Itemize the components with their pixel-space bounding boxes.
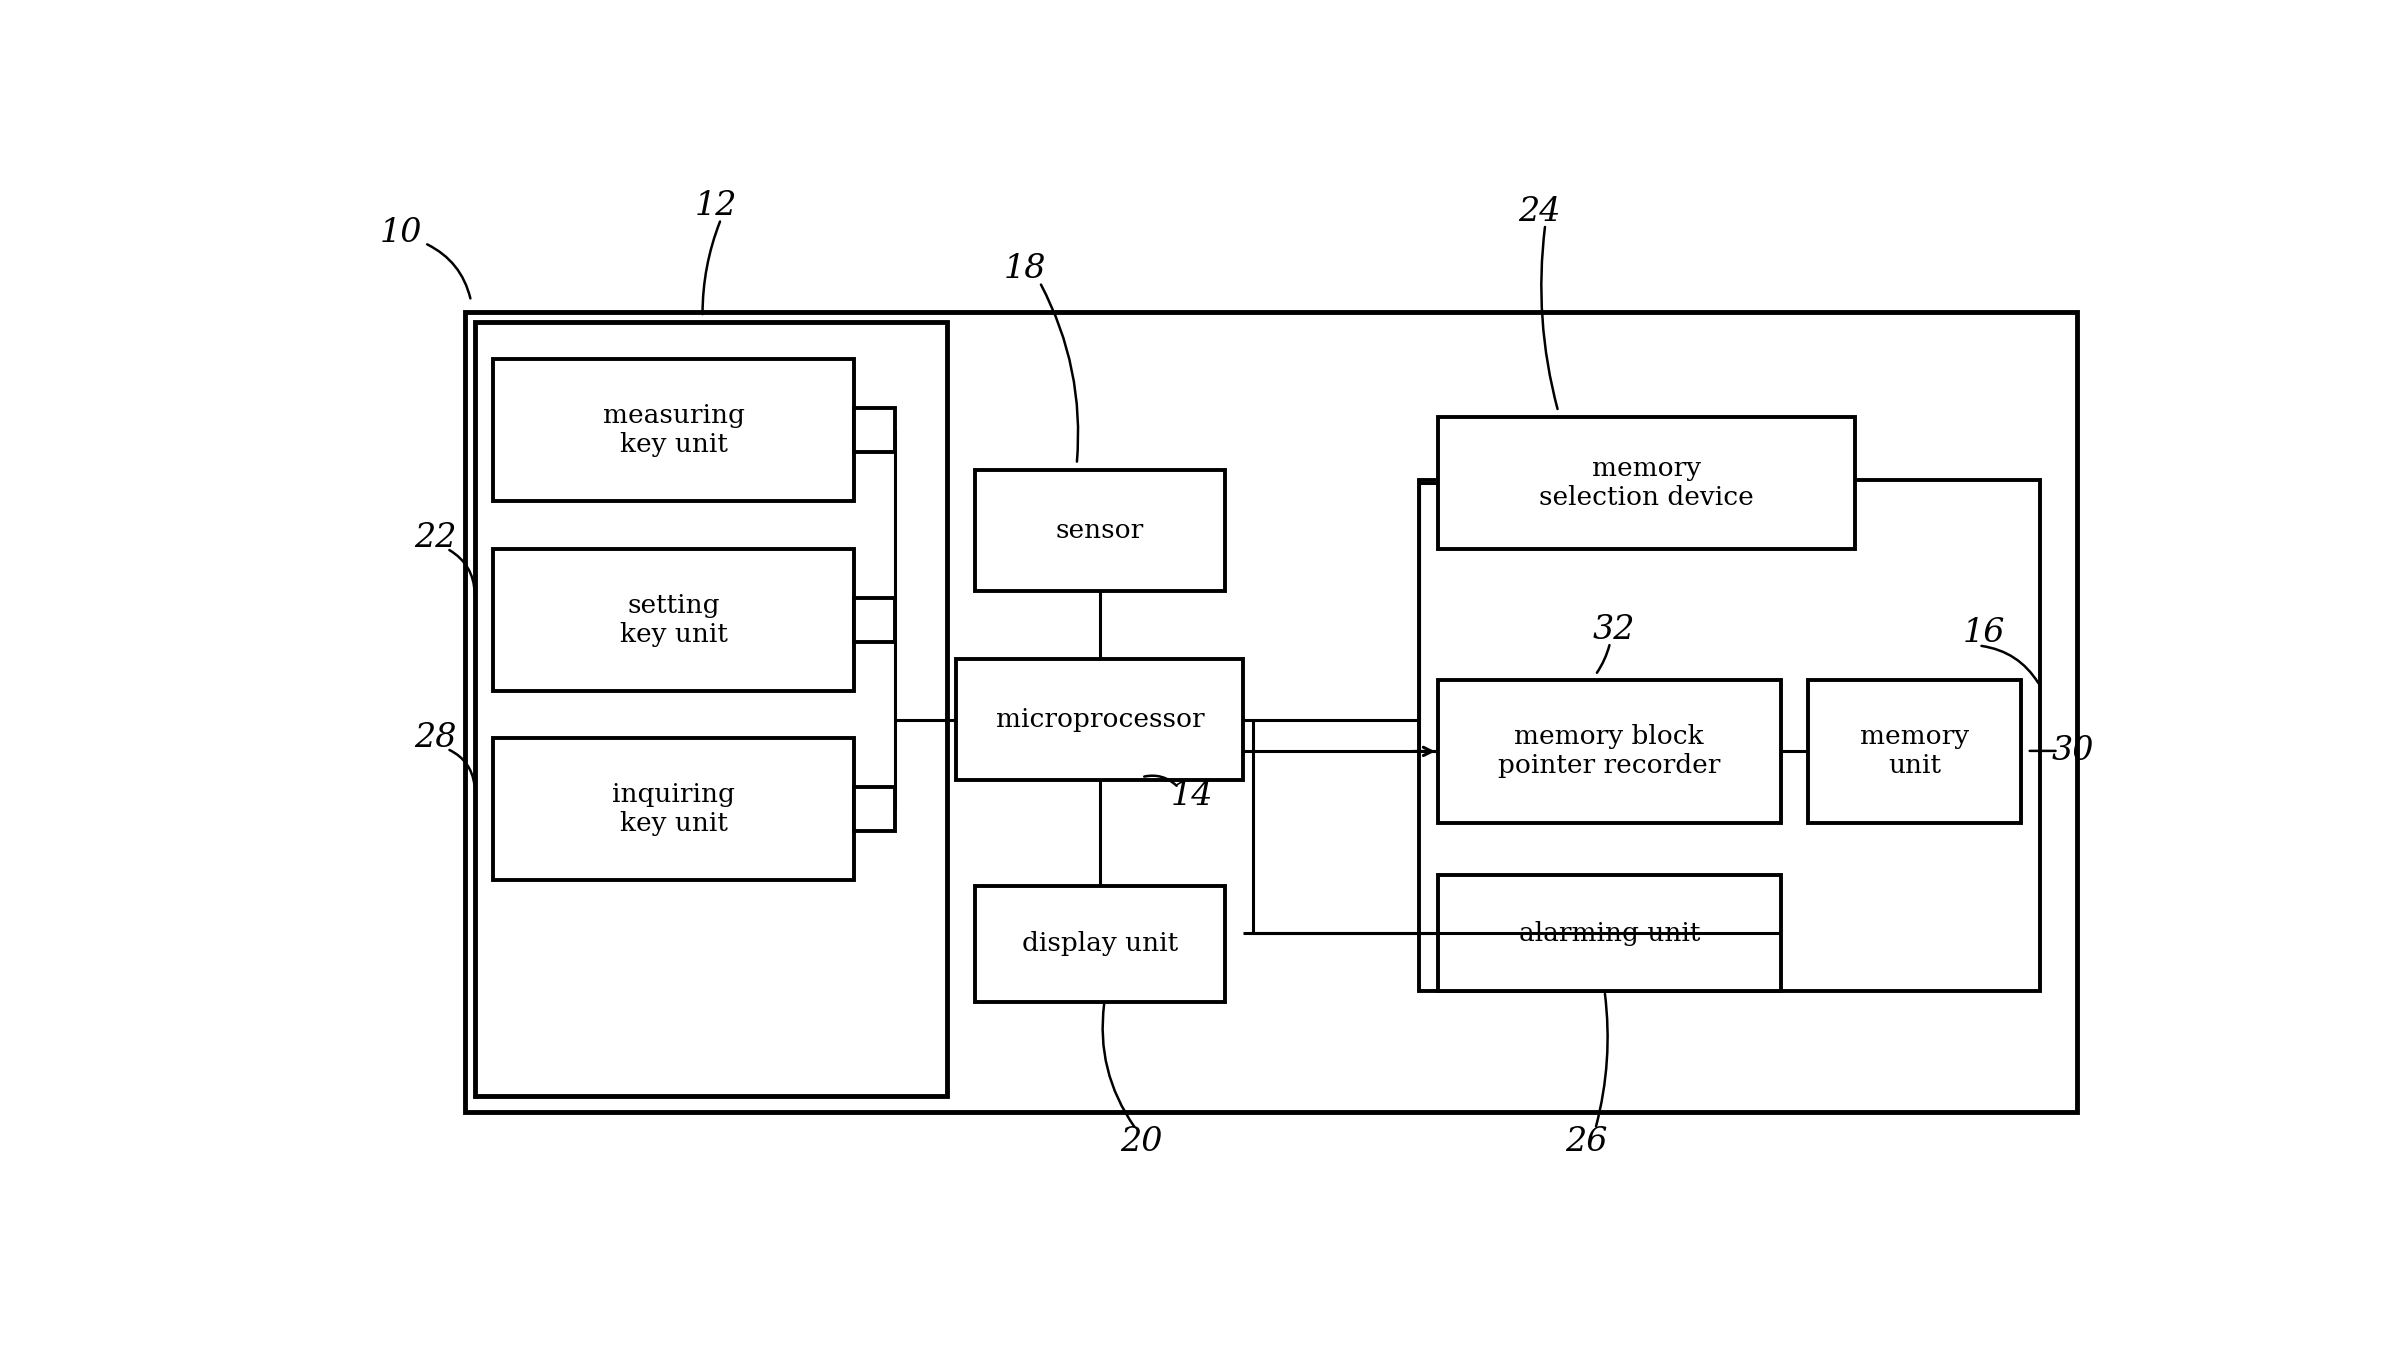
- Bar: [492, 358, 856, 501]
- Text: sensor: sensor: [1056, 517, 1145, 543]
- Bar: [856, 787, 896, 832]
- Bar: [1439, 680, 1781, 822]
- Text: memory
selection device: memory selection device: [1539, 456, 1754, 510]
- Text: display unit: display unit: [1023, 932, 1178, 956]
- Bar: [956, 659, 1243, 780]
- Bar: [476, 323, 946, 1096]
- Text: alarming unit: alarming unit: [1518, 921, 1699, 945]
- Text: memory block
pointer recorder: memory block pointer recorder: [1499, 725, 1721, 778]
- Bar: [1439, 417, 1855, 549]
- Text: 30: 30: [2053, 735, 2094, 767]
- Bar: [1439, 876, 1781, 990]
- Bar: [975, 885, 1224, 1001]
- Text: 28: 28: [413, 722, 456, 754]
- Text: 14: 14: [1171, 780, 1212, 813]
- Text: 16: 16: [1962, 617, 2005, 648]
- Text: 20: 20: [1121, 1126, 1164, 1157]
- Bar: [1809, 680, 2022, 822]
- Text: 26: 26: [1565, 1126, 1608, 1157]
- Bar: [466, 312, 2077, 1112]
- Text: measuring
key unit: measuring key unit: [602, 404, 746, 457]
- Bar: [975, 469, 1224, 591]
- Text: microprocessor: microprocessor: [997, 707, 1205, 732]
- Text: 32: 32: [1592, 614, 1635, 646]
- Bar: [492, 549, 856, 691]
- Text: 22: 22: [413, 523, 456, 554]
- Text: 10: 10: [380, 216, 423, 249]
- Bar: [1420, 480, 2039, 990]
- Text: 18: 18: [1004, 253, 1047, 286]
- Text: 12: 12: [693, 190, 736, 222]
- Bar: [856, 598, 896, 642]
- Text: inquiring
key unit: inquiring key unit: [612, 782, 736, 836]
- Text: 24: 24: [1518, 196, 1561, 227]
- Text: setting
key unit: setting key unit: [619, 592, 729, 647]
- Bar: [856, 408, 896, 453]
- Text: memory
unit: memory unit: [1859, 725, 1969, 778]
- Bar: [492, 739, 856, 881]
